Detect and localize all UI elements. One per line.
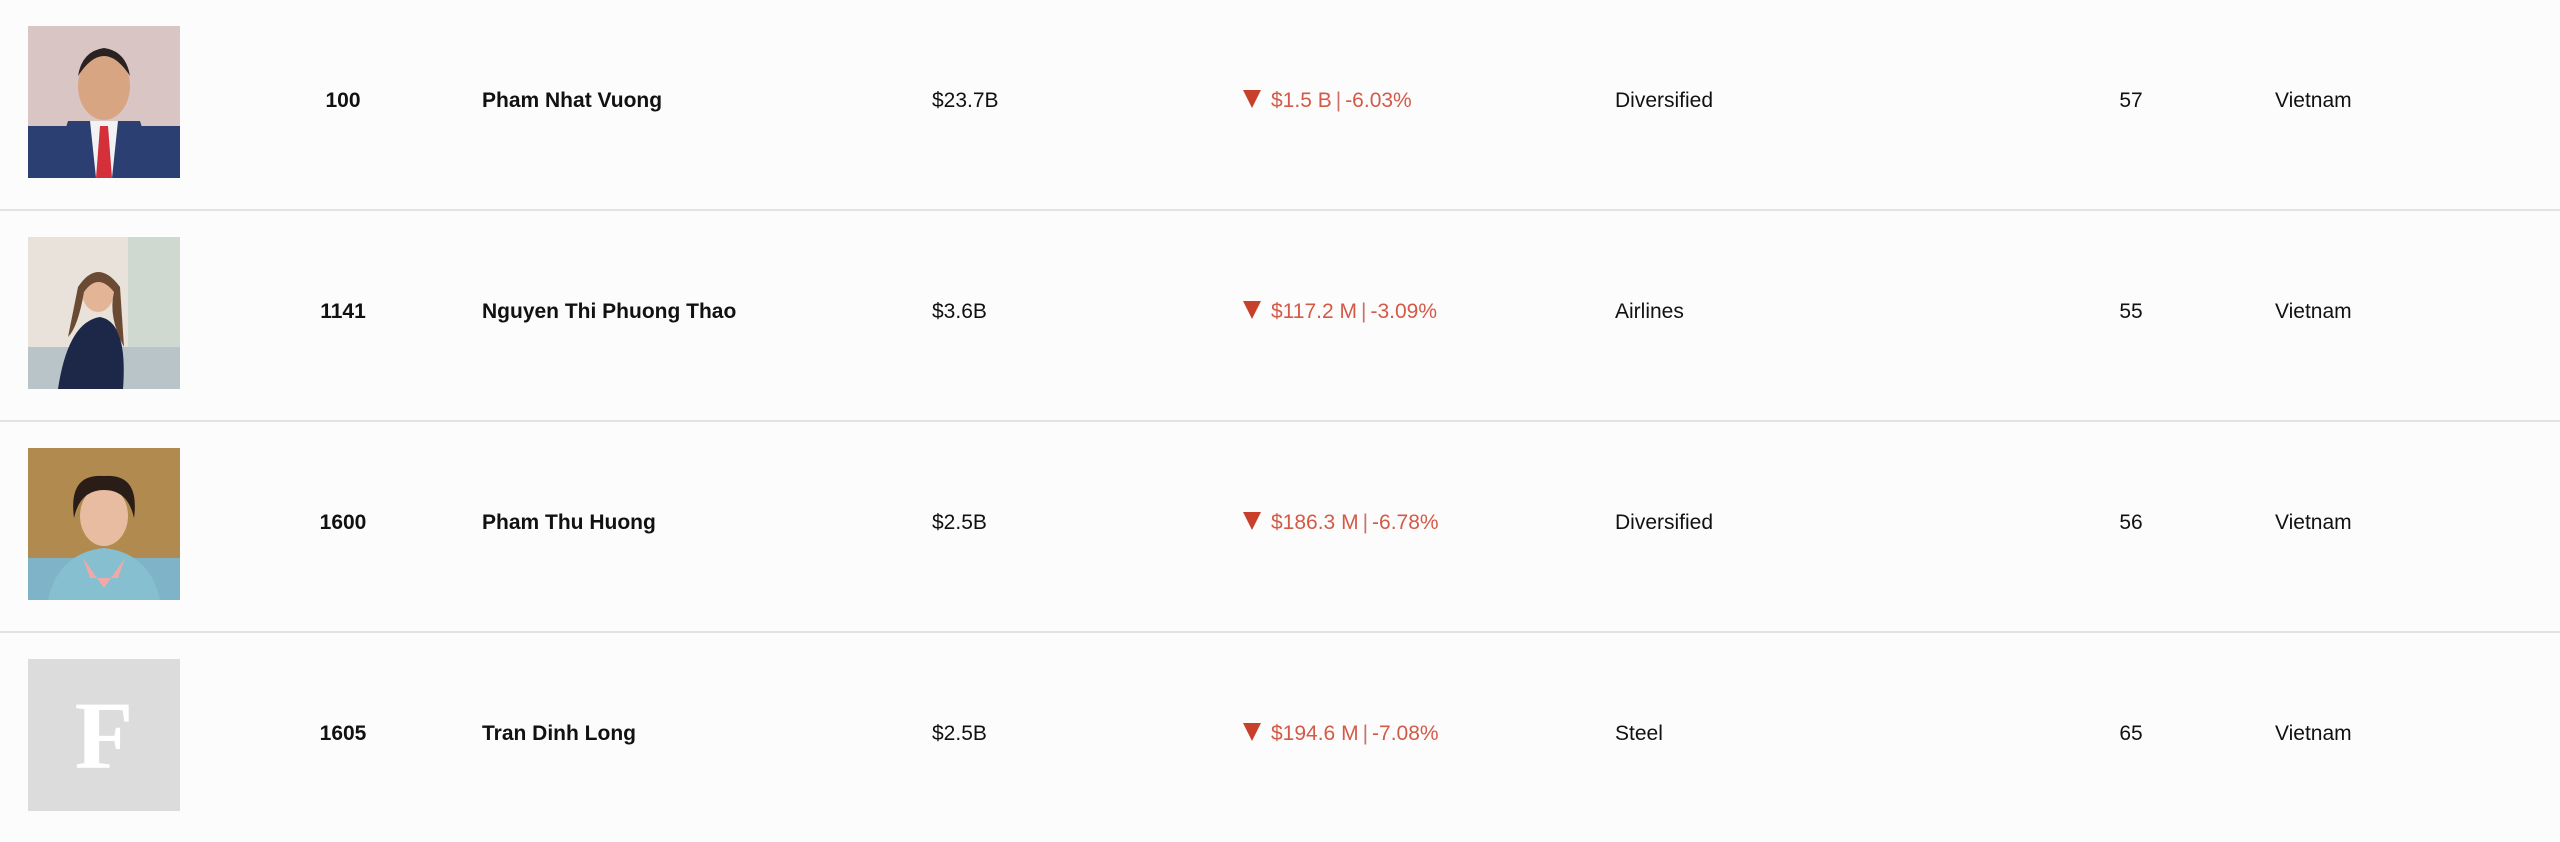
table-row[interactable]: F 1605 Tran Dinh Long $2.5B $194.6 M | -7.… (0, 633, 2560, 842)
net-worth: $2.5B (932, 511, 987, 534)
person-photo (28, 26, 180, 178)
change-percent: -3.09% (1370, 300, 1438, 323)
triangle-down-icon (1243, 723, 1261, 741)
net-worth: $3.6B (932, 300, 987, 323)
change-amount: $117.2 M (1271, 300, 1357, 323)
age: 65 (2119, 722, 2143, 745)
age: 56 (2119, 511, 2143, 534)
rank: 1141 (320, 300, 366, 323)
country: Vietnam (2275, 89, 2352, 112)
worth-change: $194.6 M | -7.08% (1243, 722, 1439, 746)
person-photo (28, 448, 180, 600)
rank: 1605 (319, 722, 367, 745)
net-worth: $2.5B (932, 722, 987, 745)
person-name[interactable]: Nguyen Thi Phuong Thao (482, 300, 737, 323)
table-row[interactable]: 1600 Pham Thu Huong $2.5B $186.3 M | -6.78… (0, 422, 2560, 633)
table-row[interactable]: 100 Pham Nhat Vuong $23.7B $1.5 B | -6.03%… (0, 0, 2560, 211)
rank: 1600 (319, 511, 367, 534)
worth-change: $1.5 B | -6.03% (1243, 89, 1412, 113)
table-row[interactable]: 1141 Nguyen Thi Phuong Thao $3.6B $117.2… (0, 211, 2560, 422)
change-amount: $1.5 B (1271, 89, 1332, 112)
change-percent: -6.03% (1345, 89, 1412, 112)
triangle-down-icon (1243, 301, 1261, 319)
country: Vietnam (2275, 300, 2352, 323)
industry: Diversified (1615, 89, 1714, 112)
industry: Steel (1615, 722, 1663, 745)
change-amount: $194.6 M (1271, 722, 1359, 745)
change-percent: -7.08% (1372, 722, 1439, 745)
country: Vietnam (2275, 511, 2352, 534)
age: 55 (2119, 300, 2143, 323)
triangle-down-icon (1243, 90, 1261, 108)
person-name[interactable]: Tran Dinh Long (482, 722, 636, 745)
change-percent: -6.78% (1372, 511, 1439, 534)
net-worth: $23.7B (932, 89, 999, 112)
worth-change: $186.3 M | -6.78% (1243, 511, 1439, 535)
person-name[interactable]: Pham Nhat Vuong (482, 89, 663, 112)
worth-change: $117.2 M | -3.09% (1243, 300, 1437, 324)
industry: Diversified (1615, 511, 1714, 534)
person-name[interactable]: Pham Thu Huong (482, 511, 656, 534)
industry: Airlines (1615, 300, 1684, 323)
placeholder-photo: F (28, 659, 180, 811)
person-photo (28, 237, 180, 389)
triangle-down-icon (1243, 512, 1261, 530)
country: Vietnam (2275, 722, 2352, 745)
forbes-f-logo: F (74, 681, 134, 789)
age: 57 (2119, 89, 2143, 112)
rank: 100 (325, 89, 361, 112)
change-amount: $186.3 M (1271, 511, 1359, 534)
